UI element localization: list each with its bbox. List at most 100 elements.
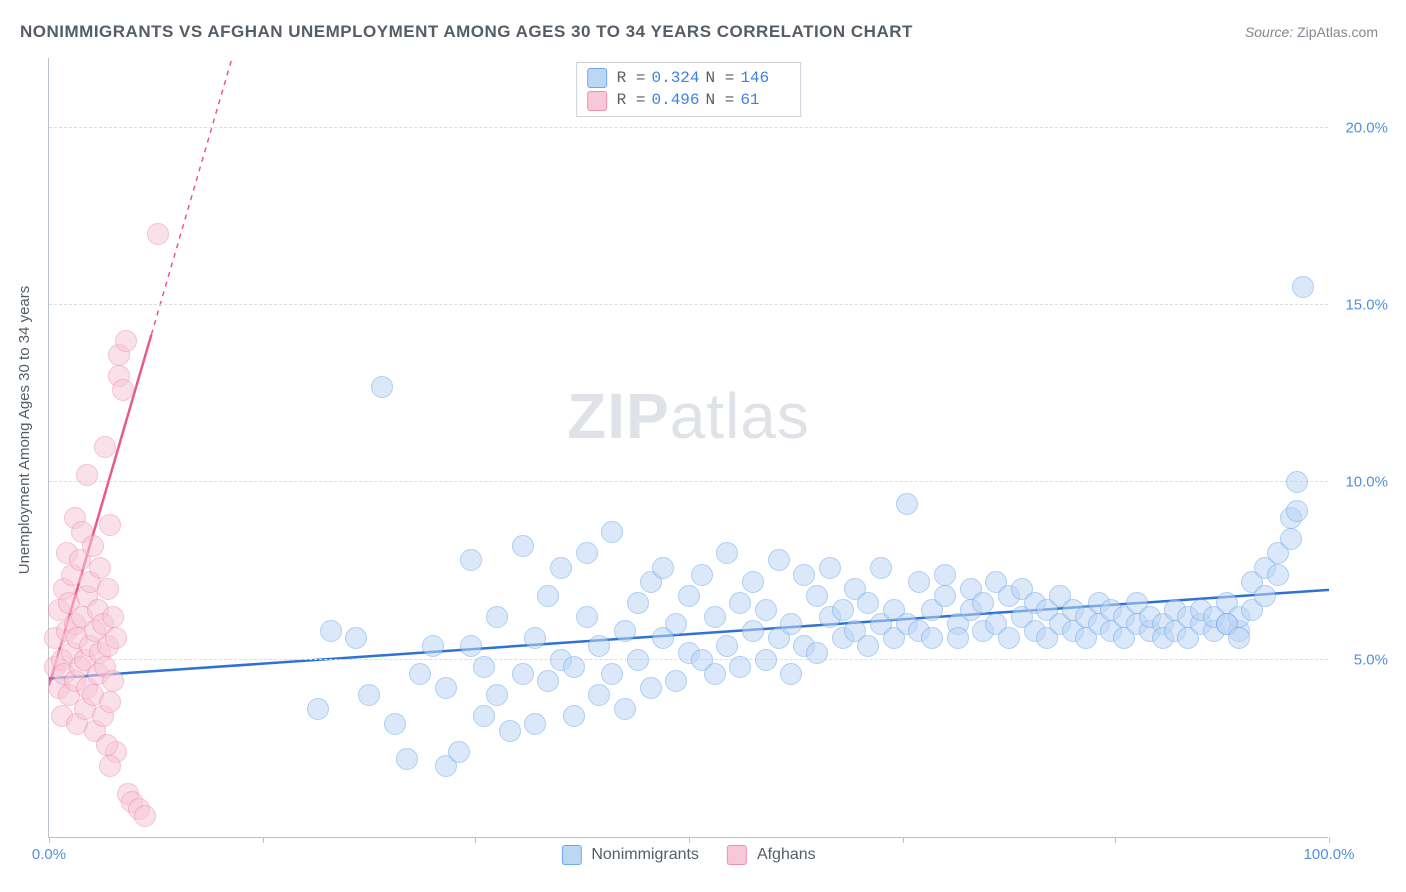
- data-point: [97, 578, 119, 600]
- data-point: [870, 557, 892, 579]
- x-tick: [1329, 837, 1330, 843]
- gridline: [49, 481, 1328, 482]
- y-tick-label: 20.0%: [1334, 119, 1388, 136]
- data-point: [934, 585, 956, 607]
- gridline: [49, 127, 1328, 128]
- legend-label: Nonimmigrants: [591, 846, 699, 864]
- n-label: N =: [706, 67, 735, 89]
- data-point: [729, 656, 751, 678]
- y-axis-title: Unemployment Among Ages 30 to 34 years: [16, 286, 33, 575]
- data-point: [1254, 585, 1276, 607]
- data-point: [550, 557, 572, 579]
- data-point: [755, 649, 777, 671]
- data-point: [704, 606, 726, 628]
- data-point: [576, 606, 598, 628]
- data-point: [384, 713, 406, 735]
- data-point: [819, 557, 841, 579]
- n-value: 61: [740, 89, 788, 111]
- data-point: [307, 698, 329, 720]
- data-point: [473, 656, 495, 678]
- data-point: [537, 670, 559, 692]
- data-point: [729, 592, 751, 614]
- data-point: [512, 535, 534, 557]
- data-point: [134, 805, 156, 827]
- data-point: [896, 493, 918, 515]
- data-point: [96, 734, 118, 756]
- legend-item-nonimmigrants: Nonimmigrants: [561, 845, 699, 865]
- data-point: [409, 663, 431, 685]
- x-tick: [475, 837, 476, 843]
- data-point: [99, 514, 121, 536]
- data-point: [99, 755, 121, 777]
- data-point: [473, 705, 495, 727]
- data-point: [806, 642, 828, 664]
- data-point: [320, 620, 342, 642]
- data-point: [601, 663, 623, 685]
- data-point: [678, 585, 700, 607]
- trend-lines: [49, 58, 1329, 838]
- swatch-nonimmigrants: [561, 845, 581, 865]
- data-point: [1280, 528, 1302, 550]
- data-point: [588, 635, 610, 657]
- data-point: [857, 635, 879, 657]
- data-point: [921, 627, 943, 649]
- x-tick: [903, 837, 904, 843]
- x-tick: [49, 837, 50, 843]
- x-tick: [1115, 837, 1116, 843]
- y-tick-label: 5.0%: [1334, 651, 1388, 668]
- x-tick-label-left: 0.0%: [32, 846, 66, 863]
- data-point: [89, 557, 111, 579]
- swatch-afghans: [727, 845, 747, 865]
- watermark-atlas: atlas: [670, 380, 810, 452]
- data-point: [396, 748, 418, 770]
- data-point: [486, 606, 508, 628]
- data-point: [499, 720, 521, 742]
- data-point: [627, 592, 649, 614]
- swatch-afghans: [587, 91, 607, 111]
- source-value: ZipAtlas.com: [1297, 24, 1378, 40]
- data-point: [716, 542, 738, 564]
- r-value: 0.496: [651, 89, 699, 111]
- data-point: [691, 564, 713, 586]
- stats-row-afghans: R = 0.496 N = 61: [587, 89, 789, 111]
- data-point: [1292, 276, 1314, 298]
- data-point: [640, 677, 662, 699]
- data-point: [742, 620, 764, 642]
- data-point: [524, 627, 546, 649]
- data-point: [112, 379, 134, 401]
- data-point: [524, 713, 546, 735]
- data-point: [793, 564, 815, 586]
- data-point: [716, 635, 738, 657]
- y-tick-label: 10.0%: [1334, 474, 1388, 491]
- data-point: [102, 670, 124, 692]
- stats-row-nonimmigrants: R = 0.324 N = 146: [587, 67, 789, 89]
- data-point: [768, 549, 790, 571]
- data-point: [588, 684, 610, 706]
- data-point: [601, 521, 623, 543]
- data-point: [1286, 500, 1308, 522]
- data-point: [934, 564, 956, 586]
- data-point: [665, 670, 687, 692]
- data-point: [755, 599, 777, 621]
- chart-title: NONIMMIGRANTS VS AFGHAN UNEMPLOYMENT AMO…: [20, 22, 913, 42]
- data-point: [998, 627, 1020, 649]
- data-point: [857, 592, 879, 614]
- data-point: [563, 705, 585, 727]
- data-point: [832, 599, 854, 621]
- scatter-plot: ZIPatlas R = 0.324 N = 146 R = 0.496 N =…: [48, 58, 1328, 838]
- watermark: ZIPatlas: [567, 379, 810, 453]
- data-point: [358, 684, 380, 706]
- r-label: R =: [617, 89, 646, 111]
- correlation-stats-box: R = 0.324 N = 146 R = 0.496 N = 61: [576, 62, 802, 117]
- y-tick-label: 15.0%: [1334, 297, 1388, 314]
- data-point: [105, 627, 127, 649]
- source-label: Source:: [1245, 24, 1293, 40]
- data-point: [665, 613, 687, 635]
- data-point: [486, 684, 508, 706]
- data-point: [704, 663, 726, 685]
- n-label: N =: [706, 89, 735, 111]
- data-point: [76, 464, 98, 486]
- n-value: 146: [740, 67, 788, 89]
- data-point: [1228, 627, 1250, 649]
- data-point: [780, 663, 802, 685]
